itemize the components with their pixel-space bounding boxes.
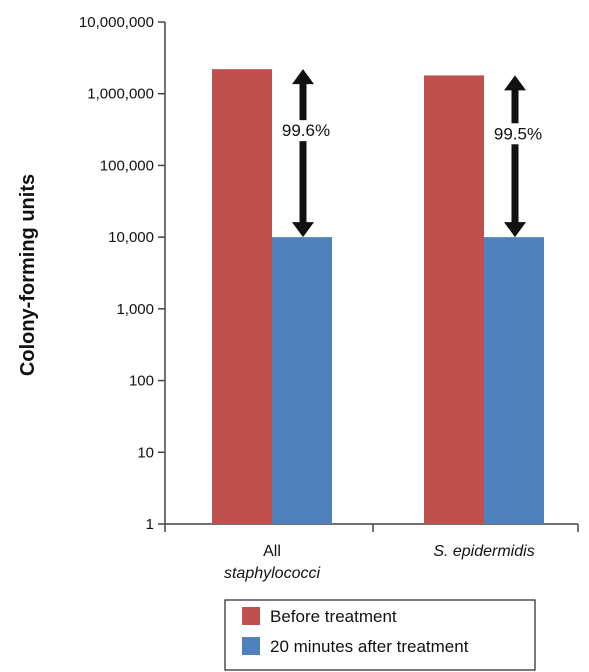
annotations: 99.6% 99.5% <box>274 69 544 238</box>
bar <box>272 237 332 524</box>
arrow-head-down <box>504 222 526 238</box>
arrow-head-up <box>504 75 526 91</box>
y-tick-label: 100 <box>129 373 154 390</box>
annotation-label: 99.5% <box>494 124 542 143</box>
arrow-head-up <box>292 69 314 85</box>
category-label: S. epidermidis <box>433 543 534 560</box>
bars <box>212 69 544 525</box>
y-tick-label: 1,000,000 <box>87 86 154 103</box>
annotation-bg <box>274 120 332 142</box>
reduction-arrow: 99.6% <box>274 69 332 238</box>
category-label: staphylococci <box>224 565 320 582</box>
y-tick-label: 10,000 <box>108 229 154 246</box>
annotation-bg <box>486 123 544 145</box>
y-tick-label: 1 <box>146 516 154 533</box>
legend-label: 20 minutes after treatment <box>270 637 469 656</box>
legend-swatch <box>242 637 260 655</box>
y-tick-label: 10 <box>137 444 154 461</box>
annotation-label: 99.6% <box>282 121 330 140</box>
legend: Before treatment 20 minutes after treatme… <box>224 599 536 671</box>
bar <box>424 75 484 525</box>
legend-swatch <box>242 607 260 625</box>
reduction-arrow: 99.5% <box>486 75 544 238</box>
category-labels: All staphylococci S. epidermidis <box>224 543 535 582</box>
x-axis <box>164 523 579 532</box>
legend-label: Before treatment <box>270 607 397 626</box>
bar <box>484 237 544 524</box>
y-axis: 1 10 100 1,000 10,000 100,000 1,000,000 10,000,… <box>79 14 166 533</box>
y-tick-label: 10,000,000 <box>79 14 154 31</box>
bar <box>212 69 272 524</box>
arrow-head-down <box>292 222 314 238</box>
legend-box <box>224 599 536 671</box>
y-tick-label: 1,000 <box>116 301 154 318</box>
y-tick-label: 100,000 <box>100 157 154 174</box>
y-axis-label: Colony-forming units <box>17 174 39 376</box>
category-label: All <box>263 543 281 560</box>
